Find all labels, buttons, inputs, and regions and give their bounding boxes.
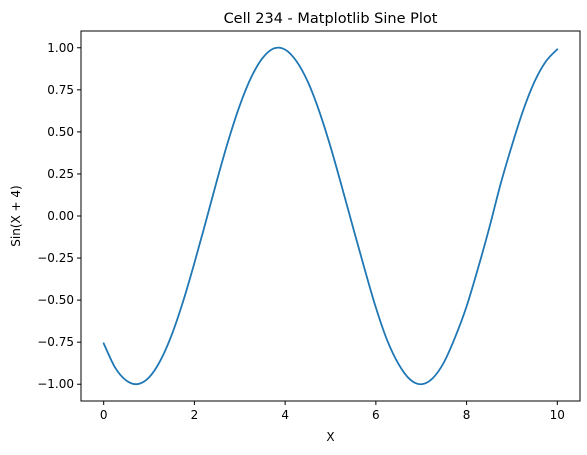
x-tick-label: 8 <box>463 408 471 422</box>
x-axis-label: X <box>326 430 334 444</box>
x-tick-label: 0 <box>100 408 108 422</box>
series-line <box>102 46 559 386</box>
x-tick-label: 6 <box>372 408 380 422</box>
x-axis-ticks: 0 2 4 6 8 10 <box>100 401 565 422</box>
x-tick-label: 2 <box>191 408 199 422</box>
series-layer <box>102 46 559 386</box>
y-tick-label: −0.50 <box>37 293 74 307</box>
y-tick-label: 1.00 <box>47 41 74 55</box>
plot-frame <box>80 30 581 402</box>
chart-title: Cell 234 - Matplotlib Sine Plot <box>224 11 438 27</box>
x-tick-label: 4 <box>281 408 289 422</box>
y-axis-label: Sin(X + 4) <box>9 185 23 246</box>
y-tick-label: 0.50 <box>47 125 74 139</box>
x-tick-label: 10 <box>550 408 565 422</box>
y-axis-ticks: −1.00 −0.75 −0.50 −0.25 0.00 0.25 0.50 0.75 1.00 <box>37 41 81 391</box>
y-tick-label: −1.00 <box>37 377 74 391</box>
y-tick-label: −0.75 <box>37 335 74 349</box>
y-tick-label: −0.25 <box>37 251 74 265</box>
y-tick-label: 0.25 <box>47 167 74 181</box>
y-tick-label: 0.75 <box>47 83 74 97</box>
y-tick-label: 0.00 <box>47 209 74 223</box>
